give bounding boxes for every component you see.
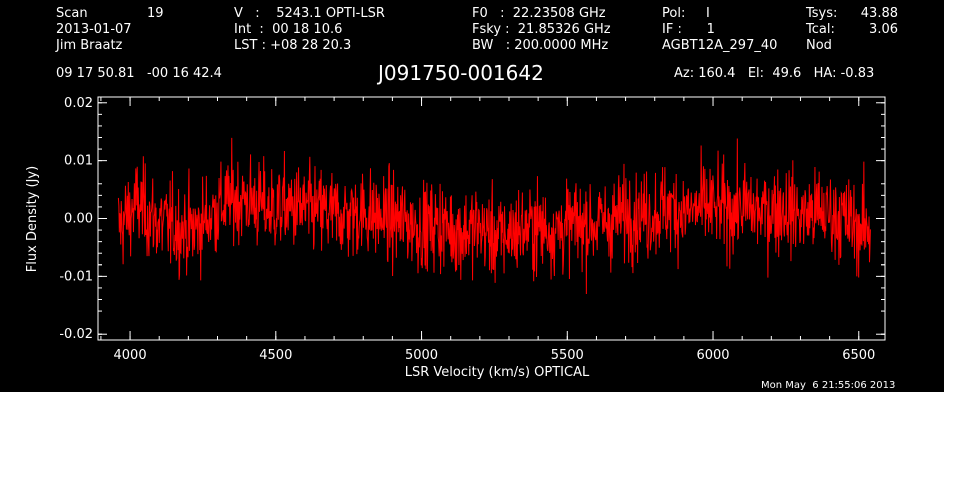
spectrum-series-line [117, 137, 871, 294]
axes-layer: 4000 4500 5000 5500 6000 6500 -0.02 -0.01 0.00 0.… [59, 96, 886, 363]
y-tick-label: 0.00 [64, 212, 93, 227]
source-coordinates: 09 17 50.81 -00 16 42.4 [56, 66, 222, 81]
x-tick-label: 6000 [696, 348, 729, 363]
y-tick-label: -0.01 [59, 269, 93, 284]
y-tick-label: -0.02 [59, 327, 93, 342]
lst-readout: LST : +08 28 20.3 [234, 38, 352, 53]
sky-frequency: Fsky : 21.85326 GHz [472, 22, 611, 37]
project-id: AGBT12A_297_40 [662, 38, 778, 53]
x-tick-label: 5000 [405, 348, 438, 363]
rest-frequency: F0 : 22.23508 GHz [472, 6, 606, 21]
spectrum-trace-layer [117, 137, 871, 294]
az-el-ha-readout: Az: 160.4 El: 49.6 HA: -0.83 [674, 66, 875, 81]
velocity-readout: V : 5243.1 OPTI-LSR [234, 6, 385, 21]
source-name: J091750-001642 [378, 61, 544, 85]
observer-name: Jim Braatz [56, 38, 123, 53]
observing-mode: Nod [806, 38, 832, 53]
scan-number: 19 [147, 6, 164, 21]
x-tick-label: 5500 [551, 348, 584, 363]
scan-label: Scan [56, 6, 88, 21]
x-tick-label: 4500 [259, 348, 292, 363]
if-number: IF : 1 [662, 22, 715, 37]
y-tick-label: 0.02 [64, 96, 93, 111]
observation-date: 2013-01-07 [56, 22, 132, 37]
spectrum-chart: 4000 4500 5000 5500 6000 6500 -0.02 -0.01 0.00 0.… [25, 96, 886, 380]
x-axis-label: LSR Velocity (km/s) OPTICAL [405, 365, 590, 380]
tcal-value: 3.06 [869, 22, 898, 37]
y-axis-label: Flux Density (Jy) [25, 166, 40, 272]
x-tick-label: 4000 [114, 348, 147, 363]
bandwidth: BW : 200.0000 MHz [472, 38, 609, 53]
tsys-value: 43.88 [860, 6, 898, 21]
y-tick-label: 0.01 [64, 154, 93, 169]
polarization: Pol: I [662, 6, 710, 21]
integration-time: Int : 00 18 10.6 [234, 22, 343, 37]
plot-timestamp: Mon May 6 21:55:06 2013 [761, 380, 896, 391]
tsys-label: Tsys: [806, 6, 838, 21]
x-tick-label: 6500 [842, 348, 875, 363]
spectrum-panel: Scan 19 2013-01-07 Jim Braatz V : 5243.1… [0, 0, 944, 392]
tcal-label: Tcal: [806, 22, 835, 37]
